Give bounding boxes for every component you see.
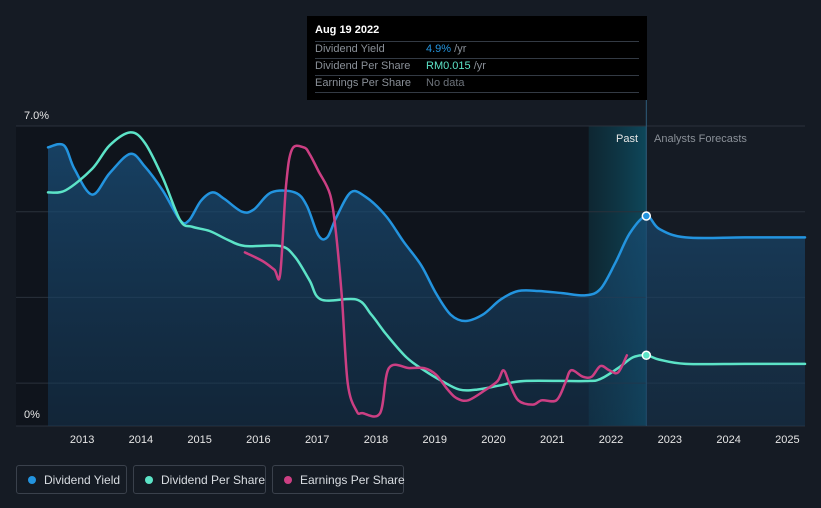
legend-label: Earnings Per Share xyxy=(300,473,405,487)
x-tick-label: 2016 xyxy=(246,434,270,446)
tooltip-label: Dividend Per Share xyxy=(315,60,411,72)
legend-item-dividend-yield[interactable]: Dividend Yield xyxy=(16,465,127,494)
legend-dot-icon xyxy=(145,476,153,484)
tooltip: Aug 19 2022 Dividend Yield 4.9% /yr Divi… xyxy=(307,16,647,100)
tooltip-separator xyxy=(315,41,639,42)
x-tick-label: 2013 xyxy=(70,434,94,446)
legend-label: Dividend Per Share xyxy=(161,473,266,487)
legend-dot-icon xyxy=(284,476,292,484)
tooltip-label: Dividend Yield xyxy=(315,43,385,55)
tooltip-row-dividend-yield: Dividend Yield 4.9% /yr xyxy=(307,41,639,58)
tooltip-value: No data xyxy=(426,77,465,89)
x-tick-label: 2024 xyxy=(716,434,740,446)
x-tick-label: 2021 xyxy=(540,434,564,446)
x-tick-label: 2019 xyxy=(422,434,446,446)
y-axis-top-label: 7.0% xyxy=(24,110,49,122)
x-tick-label: 2025 xyxy=(775,434,799,446)
dividend-yield-line xyxy=(46,142,807,323)
dividend-yield-area xyxy=(48,144,805,426)
forecast-label: Analysts Forecasts xyxy=(654,133,747,145)
tooltip-value: 4.9% /yr xyxy=(426,43,467,55)
dividend-yield-marker xyxy=(641,211,652,221)
x-tick-label: 2023 xyxy=(658,434,682,446)
legend-item-dividend-per-share[interactable]: Dividend Per Share xyxy=(133,465,266,494)
x-tick-label: 2017 xyxy=(305,434,329,446)
earnings-per-share-line xyxy=(243,144,629,418)
x-tick-label: 2015 xyxy=(187,434,211,446)
y-axis-bottom-label: 0% xyxy=(24,409,40,421)
tooltip-separator xyxy=(315,92,639,93)
tooltip-row-dividend-per-share: Dividend Per Share RM0.015 /yr xyxy=(307,58,639,75)
tooltip-row-earnings-per-share: Earnings Per Share No data xyxy=(307,75,639,92)
x-tick-label: 2020 xyxy=(481,434,505,446)
legend-dot-icon xyxy=(28,476,36,484)
legend-item-earnings-per-share[interactable]: Earnings Per Share xyxy=(272,465,405,494)
x-tick-label: 2022 xyxy=(599,434,623,446)
dividend-per-share-marker xyxy=(641,350,652,361)
tooltip-value: RM0.015 /yr xyxy=(426,60,486,72)
x-tick-label: 2014 xyxy=(129,434,153,446)
legend-label: Dividend Yield xyxy=(44,473,121,487)
tooltip-label: Earnings Per Share xyxy=(315,77,411,89)
past-label: Past xyxy=(616,133,638,145)
tooltip-separator xyxy=(315,58,639,59)
x-tick-label: 2018 xyxy=(364,434,388,446)
tooltip-separator xyxy=(315,75,639,76)
tooltip-date: Aug 19 2022 xyxy=(315,24,380,36)
